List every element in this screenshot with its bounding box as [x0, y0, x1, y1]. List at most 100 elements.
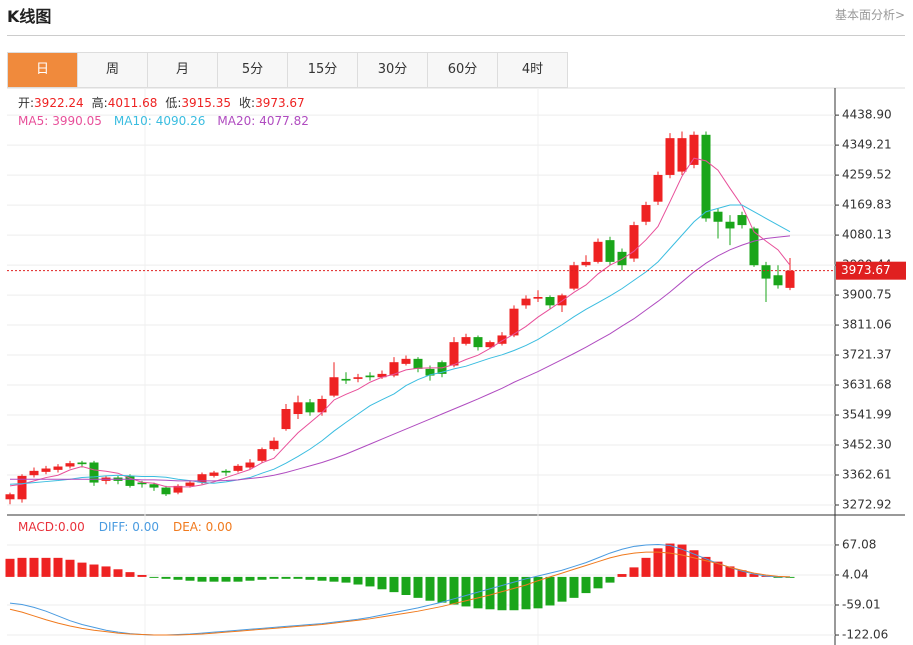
- candle-body: [617, 251, 627, 266]
- legend-name: DIFF: 0.00: [99, 520, 159, 534]
- candle-body: [305, 402, 315, 413]
- candle-body: [509, 308, 519, 336]
- candle-body: [557, 295, 567, 306]
- macd-bar: [461, 576, 471, 607]
- macd-bar: [317, 576, 327, 581]
- candle-body: [593, 241, 603, 262]
- legend-name: DEA: 0.00: [173, 520, 232, 534]
- candle-body: [341, 378, 351, 381]
- macd-bar: [629, 567, 639, 577]
- macd-line: [9, 551, 791, 636]
- macd-bar: [185, 576, 195, 581]
- candle-body: [665, 138, 675, 175]
- macd-bar: [401, 576, 411, 595]
- macd-bar: [197, 576, 207, 582]
- y-tick-label: 4349.21: [842, 138, 892, 152]
- macd-bar: [617, 574, 627, 577]
- info-value: 3915.35: [181, 96, 231, 110]
- macd-bar: [677, 544, 687, 577]
- macd-bar: [341, 576, 351, 583]
- ma-line: [9, 204, 791, 485]
- macd-bar: [749, 574, 759, 577]
- y-tick-label: 4.04: [842, 567, 869, 581]
- y-tick-label: 3811.06: [842, 318, 892, 332]
- period-tab[interactable]: 15分: [288, 53, 358, 87]
- ma-line: [9, 157, 791, 488]
- period-tab[interactable]: 60分: [428, 53, 498, 87]
- candle-body: [461, 337, 471, 344]
- macd-bar: [353, 576, 363, 585]
- y-tick-label: 3631.68: [842, 378, 892, 392]
- period-tab[interactable]: 周: [78, 53, 148, 87]
- ohlc-info: 开:3922.24 高:4011.68 低:3915.35 收:3973.67: [18, 95, 305, 110]
- candle-body: [269, 440, 279, 450]
- candle-body: [749, 228, 759, 266]
- candle-body: [353, 377, 363, 379]
- candle-body: [149, 484, 159, 488]
- candle-body: [161, 487, 171, 495]
- macd-bar: [737, 570, 747, 577]
- candle-body: [533, 296, 543, 299]
- macd-bar: [533, 576, 543, 609]
- y-tick-label: 3541.99: [842, 408, 892, 422]
- legend-name: MA20:: [217, 114, 255, 128]
- macd-bar: [605, 576, 615, 583]
- candle-body: [473, 337, 483, 348]
- candle-body: [389, 362, 399, 376]
- macd-bar: [413, 576, 423, 598]
- period-tab[interactable]: 4时: [498, 53, 568, 87]
- candle-body: [17, 475, 27, 500]
- period-tabs: 日周月 5分 15分 30分 60分 4时: [7, 52, 568, 88]
- candle-body: [365, 375, 375, 378]
- period-tab[interactable]: 5分: [218, 53, 288, 87]
- candle-body: [317, 398, 327, 413]
- candle-body: [629, 225, 639, 259]
- candle-body: [137, 482, 147, 485]
- macd-bar: [281, 576, 291, 579]
- y-tick-label: -122.06: [842, 628, 888, 642]
- legend-name: MA10:: [114, 114, 152, 128]
- legend-value: 4090.26: [156, 114, 206, 128]
- macd-bar: [245, 576, 255, 581]
- legend-name: MA5:: [18, 114, 48, 128]
- candle-body: [89, 462, 99, 483]
- macd-bar: [713, 561, 723, 577]
- macd-bar: [17, 557, 27, 577]
- macd-bar: [365, 576, 375, 587]
- macd-bar: [437, 576, 447, 603]
- last-price-label: 3973.67: [841, 263, 891, 277]
- macd-bar: [221, 576, 231, 582]
- candle-body: [329, 377, 339, 396]
- candle-body: [173, 485, 183, 493]
- macd-bar: [41, 557, 51, 577]
- candle-body: [485, 342, 495, 348]
- macd-bar: [641, 557, 651, 577]
- candle-body: [29, 470, 39, 476]
- macd-bar: [173, 576, 183, 580]
- period-tab[interactable]: 月: [148, 53, 218, 87]
- macd-bar: [497, 576, 507, 611]
- period-tab[interactable]: 日: [8, 53, 78, 87]
- fundamental-link[interactable]: 基本面分析>: [834, 8, 905, 22]
- period-tab[interactable]: 30分: [358, 53, 428, 87]
- info-value: 4011.68: [108, 96, 158, 110]
- y-tick-label: 4438.90: [842, 108, 892, 122]
- y-tick-label: 67.08: [842, 537, 876, 551]
- macd-bar: [29, 557, 39, 577]
- candle-body: [761, 265, 771, 279]
- macd-bar: [665, 543, 675, 577]
- macd-bar: [113, 569, 123, 577]
- candle-body: [713, 211, 723, 222]
- macd-bar: [257, 576, 267, 580]
- macd-bar: [689, 550, 699, 577]
- macd-bar: [209, 576, 219, 582]
- macd-bar: [5, 558, 15, 577]
- macd-bar: [101, 566, 111, 577]
- candle-body: [785, 270, 795, 288]
- macd-bar: [53, 557, 63, 577]
- candle-body: [5, 494, 15, 500]
- legend-value: 4077.82: [259, 114, 309, 128]
- macd-bar: [557, 576, 567, 602]
